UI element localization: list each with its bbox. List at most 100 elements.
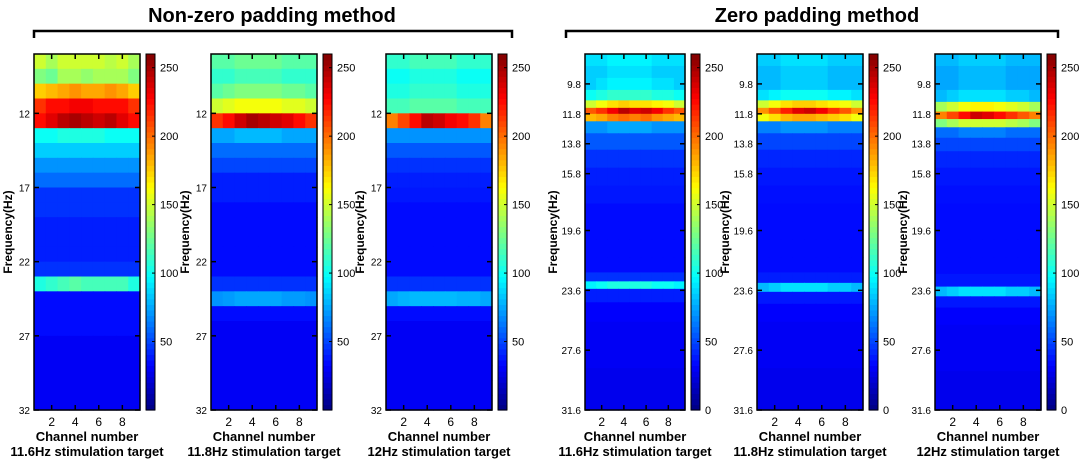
heatmap-cell xyxy=(444,380,458,396)
heatmap-cell xyxy=(456,291,470,307)
heatmap-cell xyxy=(629,167,642,187)
heatmap-cell xyxy=(104,187,118,203)
colorbar-segment xyxy=(869,120,878,127)
heatmap-cell xyxy=(935,324,948,348)
heatmap-cell xyxy=(81,143,94,159)
heatmap-cell xyxy=(768,113,782,122)
colorbar-segment xyxy=(498,120,507,127)
heatmap-cell xyxy=(651,257,664,273)
heatmap-cell xyxy=(629,221,642,241)
y-tick-label: 23.6 xyxy=(734,286,754,297)
colorbar-segment xyxy=(1047,198,1056,205)
heatmap-cell xyxy=(640,133,653,151)
heatmap-cell xyxy=(234,113,247,129)
plot-frame xyxy=(584,53,686,411)
heatmap-cell xyxy=(993,203,1007,223)
heatmap-cell xyxy=(468,157,481,174)
heatmap-cell xyxy=(585,302,597,323)
heatmap-cell xyxy=(1005,371,1019,394)
heatmap-cell xyxy=(1017,239,1030,259)
colorbar-segment xyxy=(323,343,332,350)
heatmap-cell xyxy=(386,380,399,396)
heatmap-cell xyxy=(305,380,318,396)
colorbar-segment xyxy=(146,215,155,222)
heatmap-cell xyxy=(281,143,295,159)
heatmap-cell xyxy=(1017,273,1030,288)
heatmap-cell xyxy=(958,151,971,169)
y-tick-label: 27 xyxy=(19,332,31,343)
heatmap-cell xyxy=(935,77,948,91)
colorbar-segment xyxy=(498,387,507,394)
colorbar-segment xyxy=(1047,404,1056,411)
heatmap-cell xyxy=(757,185,770,205)
heatmap-cell xyxy=(851,239,864,259)
heatmap-cell xyxy=(851,321,864,345)
heatmap-cell xyxy=(409,217,422,233)
heatmap-cell xyxy=(128,187,141,203)
heatmap-cell xyxy=(246,395,259,411)
heatmap-cell xyxy=(234,335,247,352)
heatmap-cell xyxy=(116,172,129,189)
heatmap-cell xyxy=(69,261,82,278)
heatmap-cell xyxy=(804,221,817,241)
heatmap-cell xyxy=(258,246,271,263)
heatmap-cell xyxy=(45,380,59,396)
colorbar-segment xyxy=(691,365,700,372)
heatmap-cell xyxy=(269,291,283,307)
heatmap-cell xyxy=(982,111,995,120)
heatmap-cell xyxy=(69,128,82,144)
heatmap-cell xyxy=(116,395,129,411)
heatmap-cell xyxy=(258,68,271,85)
heatmap-cell xyxy=(792,203,805,223)
heatmap-cell xyxy=(433,380,446,396)
colorbar-segment xyxy=(1047,65,1056,72)
heatmap-cell xyxy=(982,77,995,91)
heatmap-cell xyxy=(958,221,971,241)
heatmap-cell xyxy=(116,54,129,70)
panel-caption: 12Hz stimulation target xyxy=(367,444,511,459)
colorbar-segment xyxy=(498,393,507,400)
heatmap-cell xyxy=(45,395,59,411)
x-tick-label: 8 xyxy=(842,415,849,429)
heatmap-cell xyxy=(792,321,805,345)
heatmap-cell xyxy=(305,291,318,307)
colorbar-segment xyxy=(323,148,332,155)
heatmap-cell xyxy=(211,276,224,292)
heatmap-cell xyxy=(935,307,948,326)
heatmap-cell xyxy=(993,89,1007,103)
colorbar-segment xyxy=(323,104,332,111)
heatmap-cell xyxy=(293,291,306,307)
heatmap-cell xyxy=(397,261,411,278)
colorbar-segment xyxy=(146,109,155,116)
x-tick-label: 6 xyxy=(643,415,650,429)
colorbar-segment xyxy=(691,270,700,278)
heatmap-cell xyxy=(128,143,141,159)
heatmap-cell xyxy=(211,335,224,352)
colorbar-segment xyxy=(869,220,878,228)
heatmap-cell xyxy=(258,217,271,233)
heatmap-cell xyxy=(386,335,399,352)
heatmap-cell xyxy=(281,113,295,129)
colorbar-segment xyxy=(1047,337,1056,344)
heatmap-cell xyxy=(804,321,817,345)
heatmap-cell xyxy=(618,288,631,303)
heatmap-cell xyxy=(468,98,481,114)
heatmap-cell xyxy=(935,185,948,205)
heatmap-cell xyxy=(386,172,399,189)
heatmap-cell xyxy=(792,272,805,284)
colorbar-segment xyxy=(691,398,700,406)
heatmap-cell xyxy=(409,128,422,144)
heatmap-cell xyxy=(970,137,983,152)
heatmap-cell xyxy=(651,344,664,369)
heatmap-cell xyxy=(839,203,852,223)
colorbar-segment xyxy=(869,81,878,88)
heatmap-cell xyxy=(629,77,642,91)
heatmap-cell xyxy=(618,133,631,151)
colorbar-segment xyxy=(691,120,700,127)
heatmap-cell xyxy=(45,335,59,352)
colorbar-segment xyxy=(691,187,700,194)
heatmap-cell xyxy=(81,187,94,203)
heatmap-cell xyxy=(935,151,948,169)
heatmap-cell xyxy=(116,365,129,381)
colorbar-segment xyxy=(498,270,507,278)
